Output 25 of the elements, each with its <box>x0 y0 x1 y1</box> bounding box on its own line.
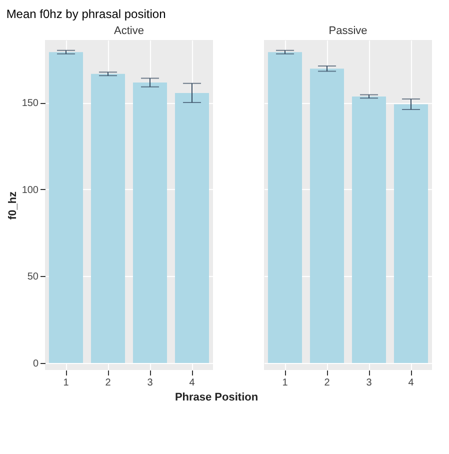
chart-subtitle: Passive <box>328 25 368 37</box>
y-tick-label: 100 <box>22 184 39 196</box>
x-axis-title: Phrase Position <box>174 392 258 404</box>
bar <box>90 74 126 364</box>
x-tick-label: 3 <box>366 378 372 388</box>
bar <box>352 96 386 364</box>
x-tick-label: 4 <box>408 378 414 388</box>
x-tick-label: 1 <box>282 378 288 388</box>
y-axis-title: f0_hz <box>6 190 19 220</box>
bar <box>268 52 302 364</box>
y-tick-label: 150 <box>22 98 39 110</box>
x-tick-label: 1 <box>63 378 70 388</box>
bar <box>174 92 210 364</box>
y-tick-label: 0 <box>32 358 39 370</box>
bar <box>48 52 84 364</box>
chart-subtitle: Active <box>114 25 144 37</box>
x-tick-label: 4 <box>189 378 196 388</box>
bar <box>132 82 168 364</box>
bar <box>394 104 428 364</box>
chart-title: Mean f0hz by phrasal position <box>6 7 166 21</box>
x-tick-label: 3 <box>147 378 154 388</box>
x-tick-label: 2 <box>324 378 330 388</box>
y-tick-label: 50 <box>27 272 39 283</box>
x-tick-label: 2 <box>105 378 112 388</box>
bar <box>310 68 344 364</box>
